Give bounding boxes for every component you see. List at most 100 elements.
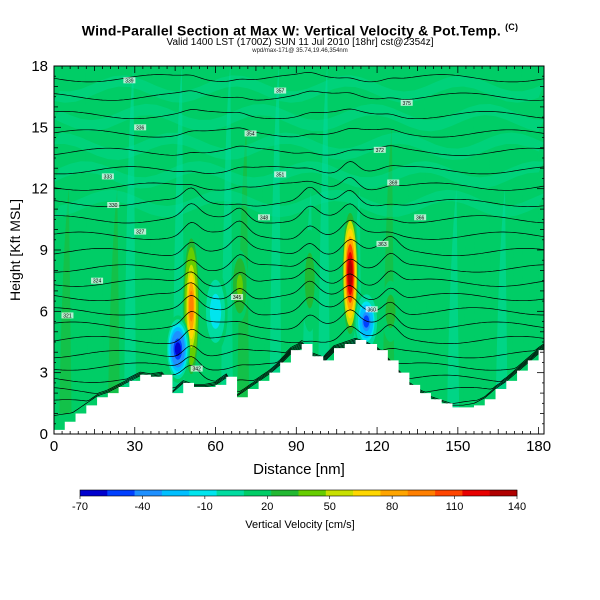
- plot-area: 321 324 327 330 333 336 339 342 345 348 351 354 357 3…: [54, 66, 544, 434]
- y-axis-label: Height [Kft MSL]: [7, 199, 23, 301]
- vv-band: [317, 66, 330, 414]
- colorbar-swatch: [435, 490, 463, 496]
- vv-upper-band: [54, 189, 544, 218]
- colorbar-swatch: [298, 490, 327, 496]
- svg-text:321: 321: [63, 313, 72, 319]
- vv-band: [269, 66, 282, 414]
- vv-upper-band: [54, 161, 544, 189]
- isentrope-line: [54, 280, 544, 302]
- vv-upper-band: [54, 103, 544, 132]
- vv-upper-band: [54, 132, 544, 160]
- updraft-cell: [231, 250, 249, 322]
- colorbar-tick-label: 140: [508, 501, 526, 513]
- colorbar-swatch: [271, 490, 299, 496]
- svg-text:324: 324: [93, 279, 102, 285]
- isentrope-line: [54, 337, 544, 359]
- svg-text:360: 360: [368, 307, 377, 313]
- isentrope-line: [54, 90, 544, 101]
- svg-text:375: 375: [403, 101, 412, 107]
- svg-text:336: 336: [136, 125, 145, 131]
- x-tick-label: 0: [50, 438, 58, 455]
- isentrope-line: [54, 339, 544, 371]
- terrain: [54, 339, 544, 434]
- vv-band: [91, 127, 104, 414]
- isentrope-line: [54, 161, 544, 175]
- x-tick-label: 30: [126, 438, 143, 455]
- isentrope-line: [54, 340, 544, 383]
- vv-band: [156, 188, 169, 414]
- isentrope-label: 357: [274, 87, 287, 95]
- y-tick-label: 15: [31, 119, 48, 136]
- colorbar-swatch: [353, 490, 381, 496]
- colorbar-swatch: [189, 490, 217, 496]
- colorbar-tick-label: -70: [72, 501, 88, 513]
- vv-band: [253, 188, 266, 414]
- isentrope-line: [54, 186, 544, 208]
- isentrope-label: 336: [134, 124, 147, 131]
- colorbar-swatch: [80, 490, 108, 496]
- isentrope-label: 333: [101, 173, 114, 180]
- downdraft-cell: [203, 270, 228, 353]
- vv-upper-band: [54, 75, 544, 103]
- colorbar-swatch: [107, 490, 135, 496]
- colorbar-swatch: [489, 490, 518, 496]
- vv-band: [414, 66, 427, 414]
- isentrope-label: 366: [414, 214, 427, 221]
- chart-title-text: Wind-Parallel Section at Max W: Vertical…: [81, 22, 502, 39]
- isentrope-line: [54, 268, 544, 287]
- svg-text:342: 342: [193, 367, 202, 373]
- x-tick-label: 150: [445, 438, 470, 455]
- y-tick-label: 9: [40, 242, 48, 259]
- colorbar-swatch: [407, 490, 436, 496]
- isentrope-label: 363: [376, 240, 389, 248]
- vv-band: [124, 66, 137, 414]
- colorbar-swatch: [380, 490, 409, 496]
- isentrope-line: [54, 219, 544, 240]
- y-tick-label: 3: [40, 365, 48, 382]
- run-info-line: wpd/max-171@ 35.74,19.46,354nm: [252, 48, 348, 54]
- isentrope-line: [54, 203, 544, 224]
- svg-text:345: 345: [233, 295, 242, 301]
- colorbar-swatch: [161, 490, 190, 496]
- isentrope-line: [54, 108, 544, 120]
- isentrope-line: [54, 72, 544, 83]
- isentrope-line: [54, 176, 544, 191]
- x-tick-label: 180: [526, 438, 551, 455]
- updraft-cell: [301, 229, 319, 332]
- isentrope-line: [54, 145, 544, 156]
- x-tick-label: 60: [207, 438, 224, 455]
- svg-text:372: 372: [376, 148, 385, 154]
- colorbar-tick-label: 80: [386, 501, 398, 513]
- x-tick-label: 120: [365, 438, 390, 455]
- isentrope-line: [54, 342, 544, 405]
- colorbar-swatch: [325, 490, 354, 496]
- svg-text:363: 363: [378, 242, 387, 248]
- colorbar-tick-label: 110: [446, 501, 464, 513]
- svg-text:354: 354: [246, 131, 255, 137]
- isentrope-label: 342: [190, 365, 203, 373]
- isentrope-line: [54, 324, 544, 344]
- vv-band: [430, 127, 444, 414]
- downdraft-cell: [165, 315, 190, 383]
- isentrope-label: 372: [373, 146, 386, 154]
- isentrope-label: 327: [134, 228, 147, 236]
- x-tick-label: 90: [288, 438, 305, 455]
- vv-band: [334, 127, 347, 414]
- svg-text:357: 357: [276, 89, 285, 95]
- colorbar-swatch: [134, 490, 163, 496]
- isentrope-label: 375: [400, 99, 413, 107]
- colorbar-swatch: [243, 490, 272, 496]
- vv-band: [511, 66, 524, 414]
- chart-title: Wind-Parallel Section at Max W: Vertical…: [0, 22, 600, 39]
- isentrope-label: 339: [123, 77, 136, 84]
- colorbar-frame: [79, 489, 518, 497]
- isentrope-line: [54, 344, 544, 416]
- colorbar-tick-label: -40: [134, 501, 150, 513]
- colorbar-swatch: [462, 490, 490, 496]
- vv-band: [527, 127, 540, 414]
- svg-text:366: 366: [416, 215, 425, 221]
- isentropes: [54, 72, 544, 416]
- y-tick-label: 18: [31, 58, 48, 75]
- isentrope-label: 324: [91, 277, 104, 285]
